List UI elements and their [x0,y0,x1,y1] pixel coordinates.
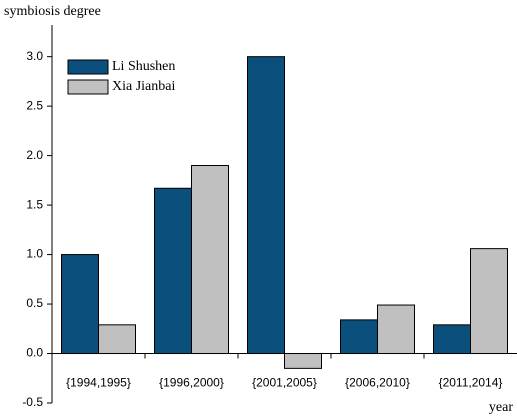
x-tick-label: {2001,2005} [252,376,317,390]
y-tick-label: 0.0 [26,346,43,360]
bar [377,304,415,355]
x-axis-title: year [489,400,513,415]
bar [284,353,322,369]
y-tick-label: 1.0 [26,247,43,261]
y-tick-label: 3.0 [26,49,43,63]
x-tick-label: {2011,2014} [439,376,503,390]
legend-label: Li Shushen [112,59,175,74]
bar [154,187,192,355]
bar [470,248,508,355]
bar [191,165,229,355]
legend-label: Xia Jianbai [112,79,175,94]
bar [247,56,285,355]
x-tick-label: {2006,2010} [345,376,410,390]
y-tick-label: 2.5 [26,98,43,112]
legend-swatch [67,79,109,95]
bar [98,324,136,355]
y-tick-label: 2.0 [26,148,43,162]
bar [61,254,99,355]
legend-swatch [67,59,109,75]
y-tick-label: 1.5 [26,197,43,211]
y-axis-title: symbiosis degree [4,4,101,19]
bar [340,319,378,355]
y-tick-label: -0.5 [22,395,43,409]
x-tick-label: {1996,2000} [159,376,224,390]
bar [433,324,471,355]
x-tick-label: {1994,1995} [66,376,131,390]
y-tick-label: 0.5 [26,296,43,310]
